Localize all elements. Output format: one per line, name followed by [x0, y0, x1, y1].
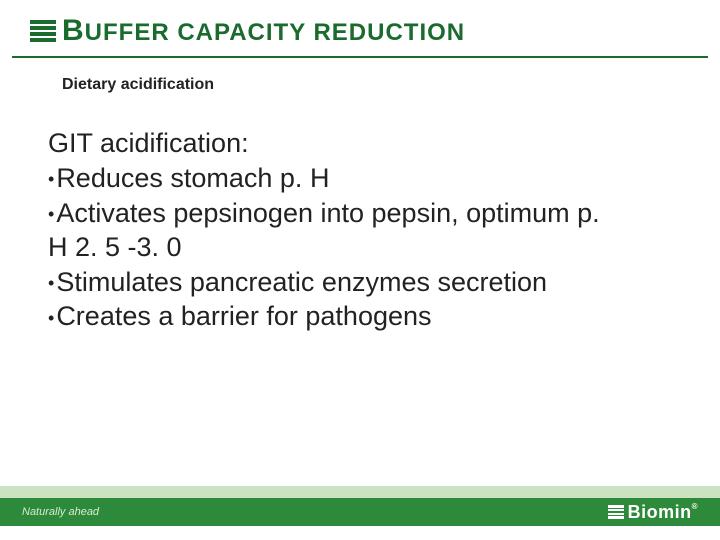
slide-subtitle: Dietary acidification	[62, 76, 720, 94]
slide-footer: Naturally ahead Biomin®	[0, 480, 720, 540]
content-heading: GIT acidification:	[48, 128, 608, 159]
bullet-item: •Stimulates pancreatic enzymes secretion	[48, 265, 608, 300]
menu-bars-icon	[30, 20, 56, 42]
bullet-item: •Activates pepsinogen into pepsin, optim…	[48, 196, 608, 265]
footer-bottom-gap	[0, 526, 720, 540]
slide-header: BUFFER CAPACITY REDUCTION	[12, 0, 708, 58]
footer-tagline: Naturally ahead	[22, 506, 99, 518]
slide-title: BUFFER CAPACITY REDUCTION	[62, 14, 465, 48]
bullet-item: •Reduces stomach p. H	[48, 161, 608, 196]
content-block: GIT acidification: •Reduces stomach p. H…	[48, 128, 608, 334]
footer-band-dark: Naturally ahead Biomin®	[0, 498, 720, 526]
bullet-item: •Creates a barrier for pathogens	[48, 299, 608, 334]
footer-brand: Biomin®	[608, 502, 698, 523]
brand-bars-icon	[608, 505, 624, 519]
